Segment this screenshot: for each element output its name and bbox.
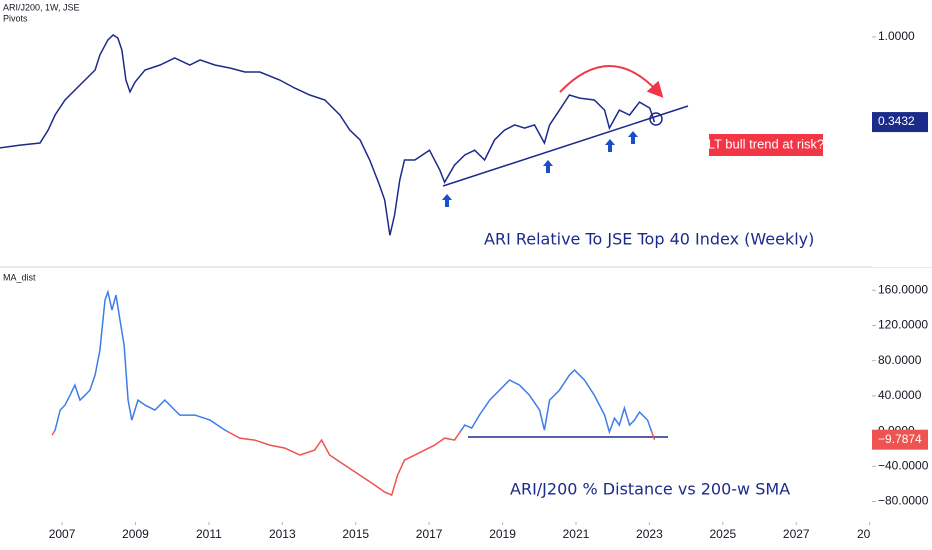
risk-badge [709, 134, 823, 156]
y-tick-label: 80.0000 [878, 353, 922, 367]
risk-arc [559, 65, 664, 98]
y-tick-label: −80.0000 [878, 494, 929, 508]
risk-circle [649, 112, 663, 126]
y-tick-label: −40.0000 [878, 458, 929, 472]
x-tick-label: 2021 [563, 527, 590, 541]
x-tick-label: 2017 [416, 527, 443, 541]
x-tick-label: 20 [857, 527, 871, 541]
chart-subtitle: Pivots [3, 13, 28, 23]
x-tick-label: 2011 [196, 527, 222, 541]
series-line [51, 289, 656, 497]
risk-text: LT bull trend at risk? [708, 136, 825, 151]
x-tick-label: 2019 [489, 527, 516, 541]
x-tick-label: 2013 [269, 527, 296, 541]
y-tick-label: 120.0000 [878, 318, 928, 332]
price-axis [872, 0, 932, 267]
bottom-annotation: ARI/J200 % Distance vs 200-w SMA [510, 480, 790, 499]
trendline [442, 105, 689, 187]
x-tick-label: 2007 [49, 527, 76, 541]
y-tick-label: 40.0000 [878, 388, 922, 402]
x-tick-label: 2025 [709, 527, 736, 541]
x-tick-label: 2009 [122, 527, 149, 541]
x-tick-label: 2015 [342, 527, 369, 541]
chart-title: ARI/J200, 1W, JSE [3, 2, 80, 12]
price-axis [872, 270, 932, 522]
series-line [0, 34, 656, 236]
top-annotation: ARI Relative To JSE Top 40 Index (Weekly… [484, 230, 814, 249]
pane-title: MA_dist [3, 272, 36, 282]
price-badge [872, 112, 928, 133]
price-badge-label: 0.3432 [878, 114, 915, 128]
y-tick-label: 1.0000 [878, 29, 915, 43]
price-badge [872, 429, 928, 450]
pivot-arrows [442, 131, 638, 207]
x-tick-label: 2027 [783, 527, 810, 541]
y-tick-label: 160.0000 [878, 282, 928, 296]
x-tick-label: 2023 [636, 527, 663, 541]
price-badge-label: −9.7874 [878, 432, 922, 446]
